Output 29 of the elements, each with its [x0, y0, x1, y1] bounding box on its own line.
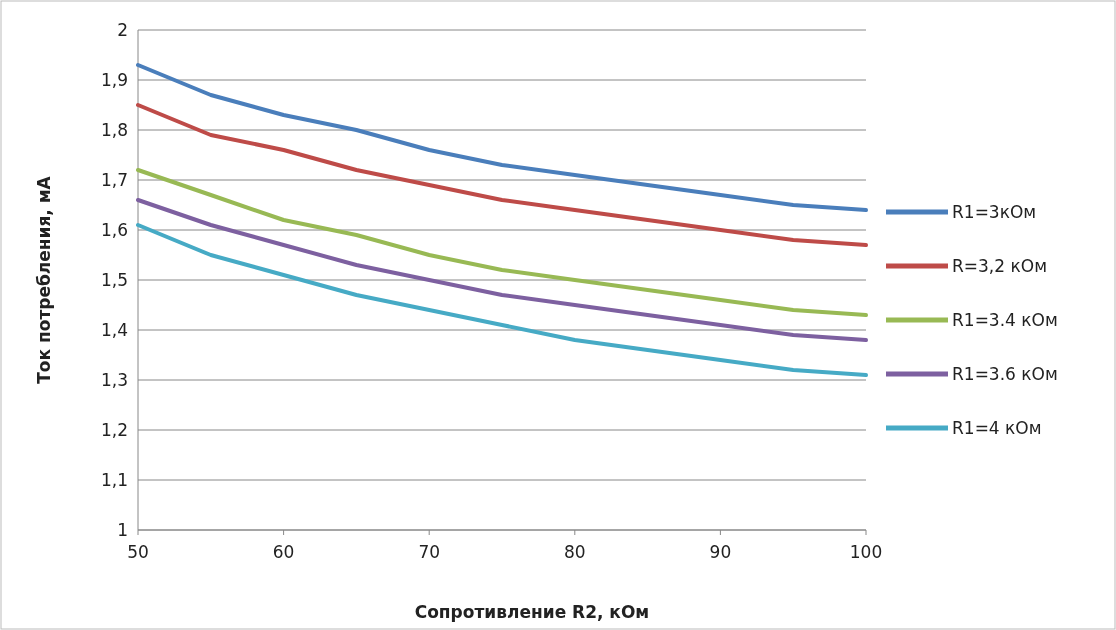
- y-tick-label: 1: [117, 519, 128, 540]
- y-tick-label: 1,4: [100, 319, 128, 340]
- x-tick-label: 100: [849, 542, 883, 562]
- y-axis-title: Ток потребления, мА: [34, 175, 54, 384]
- y-tick-label: 1,7: [100, 169, 128, 190]
- y-tick-label: 1,3: [100, 369, 128, 390]
- y-tick-label: 1,6: [100, 219, 128, 240]
- legend-label: R1=3.4 кОм: [952, 309, 1058, 330]
- x-tick-label: 70: [418, 542, 441, 562]
- x-tick-label: 90: [709, 542, 732, 562]
- y-tick-label: 1,1: [100, 469, 128, 490]
- y-tick-label: 1,5: [100, 269, 128, 290]
- line-series: [136, 63, 868, 212]
- y-tick-label: 1,9: [100, 69, 128, 90]
- line-series: [136, 168, 868, 317]
- line-series: [136, 198, 868, 342]
- legend-label: R1=3кОм: [952, 201, 1037, 222]
- x-axis-title: Сопротивление R2, кОм: [414, 602, 650, 622]
- line-series: [136, 223, 868, 377]
- y-tick-label: 1,8: [100, 119, 128, 140]
- x-tick-label: 80: [563, 542, 586, 562]
- x-tick-label: 50: [127, 542, 149, 562]
- y-tick-label: 2: [117, 19, 128, 40]
- x-tick-label: 60: [272, 542, 295, 562]
- legend-label: R1=4 кОм: [952, 417, 1042, 438]
- line-series: [136, 103, 868, 247]
- legend-label: R=3,2 кОм: [952, 255, 1047, 276]
- y-tick-label: 1,2: [100, 419, 128, 440]
- legend-label: R1=3.6 кОм: [952, 363, 1058, 384]
